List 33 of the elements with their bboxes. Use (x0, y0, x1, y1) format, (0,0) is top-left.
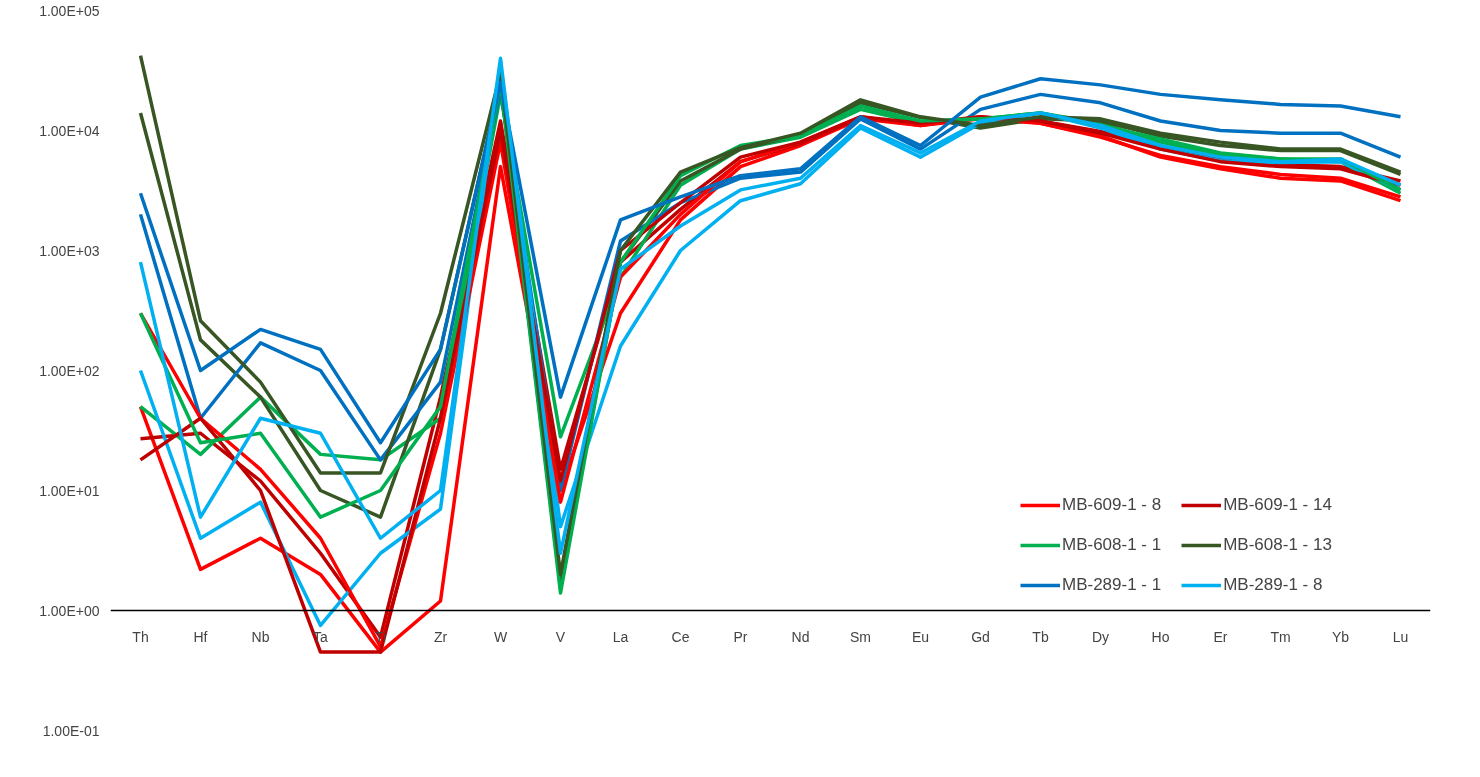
x-tick-label: V (555, 628, 566, 645)
y-tick-label: 1.00E-01 (42, 722, 100, 739)
x-tick-label: Pr (733, 628, 748, 645)
y-tick-label: 1.00E+00 (39, 602, 100, 619)
x-tick-label: Tb (1032, 628, 1049, 645)
x-tick-label: Tm (1270, 628, 1291, 645)
x-tick-label: Zr (433, 628, 448, 645)
x-tick-label: Er (1213, 628, 1228, 645)
x-tick-label: Dy (1091, 628, 1110, 645)
x-tick-label: Nd (791, 628, 810, 645)
x-tick-label: Nb (251, 628, 270, 645)
legend-label: MB-609-1 - 14 (1223, 495, 1332, 515)
x-tick-label: Ho (1151, 628, 1170, 645)
x-tick-label: Th (132, 628, 149, 645)
x-tick-label: Eu (911, 628, 930, 645)
y-tick-label: 1.00E+04 (39, 122, 100, 139)
x-tick-label: Lu (1392, 628, 1409, 645)
y-tick-label: 1.00E+03 (39, 242, 100, 259)
legend-label: MB-609-1 - 8 (1062, 495, 1162, 515)
legend-label: MB-608-1 - 13 (1223, 535, 1332, 555)
x-tick-label: Sm (850, 628, 871, 645)
y-tick-label: 1.00E+02 (39, 362, 100, 379)
x-tick-label: W (493, 628, 508, 645)
x-tick-label: La (612, 628, 629, 645)
legend-label: MB-289-1 - 8 (1223, 575, 1323, 595)
legend-label: MB-608-1 - 1 (1062, 535, 1162, 555)
x-tick-label: Ce (671, 628, 690, 645)
x-tick-label: Hf (193, 628, 208, 645)
x-tick-label: Gd (971, 628, 990, 645)
y-tick-label: 1.00E+01 (39, 482, 100, 499)
legend-label: MB-289-1 - 1 (1062, 575, 1162, 595)
y-tick-label: 1.00E+05 (39, 2, 100, 19)
x-tick-label: Yb (1331, 628, 1350, 645)
